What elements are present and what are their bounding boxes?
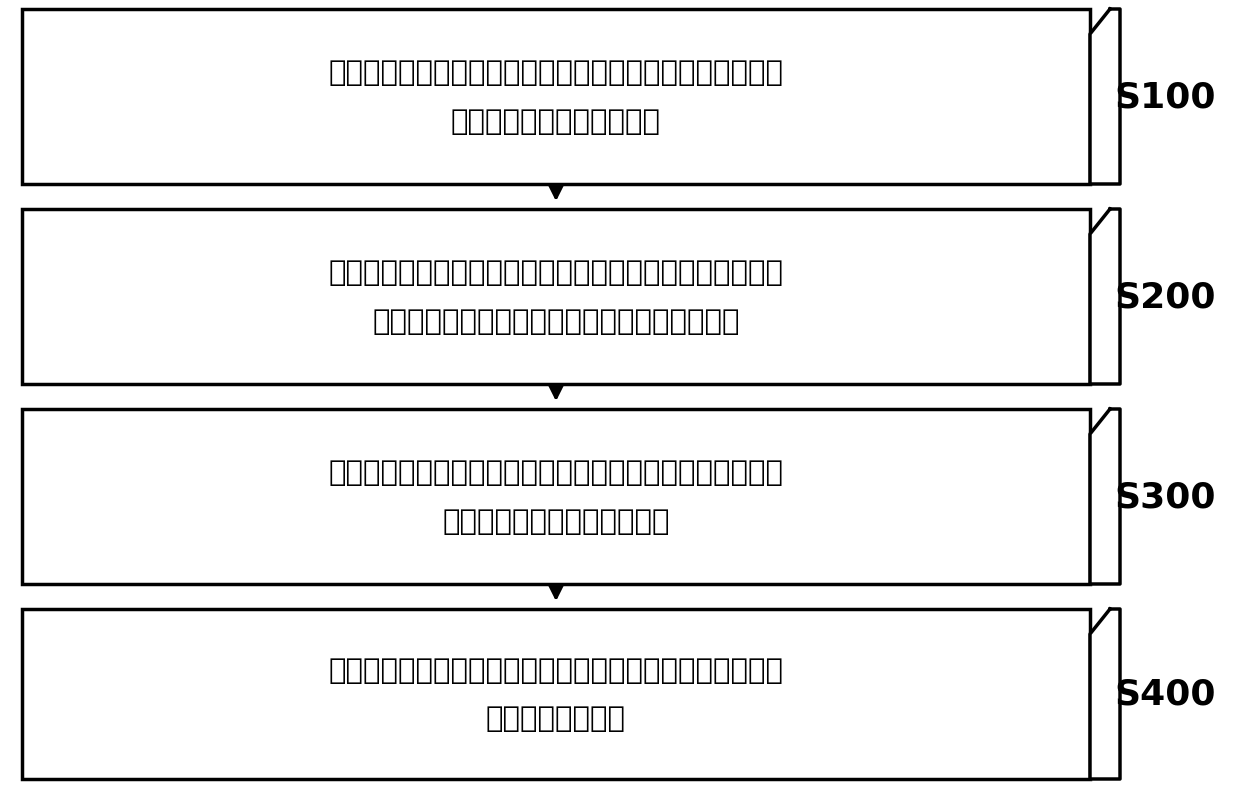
Text: 根据所述路面裂缝目标的分类信息和坐标信息，计算所述路: 根据所述路面裂缝目标的分类信息和坐标信息，计算所述路 bbox=[329, 656, 784, 684]
Bar bbox=[22, 210, 1090, 384]
Bar bbox=[22, 10, 1090, 184]
Text: 正负样本筛选，以区分路面裂缝目标和路面背景: 正负样本筛选，以区分路面裂缝目标和路面背景 bbox=[372, 308, 740, 335]
Polygon shape bbox=[1090, 10, 1120, 184]
Polygon shape bbox=[1090, 210, 1120, 384]
Text: 面裂缝目标的长度: 面裂缝目标的长度 bbox=[486, 704, 626, 732]
Text: 对所述路面裂缝目标进行分类和坐标定位，获得所述路面裂: 对所述路面裂缝目标进行分类和坐标定位，获得所述路面裂 bbox=[329, 459, 784, 486]
Text: 层高维特征获得高维特征图: 层高维特征获得高维特征图 bbox=[451, 107, 661, 136]
Polygon shape bbox=[1090, 610, 1120, 779]
Bar bbox=[22, 410, 1090, 585]
Text: 基于所述路面区域的深层高维特征，对所述高维特征图进行: 基于所述路面区域的深层高维特征，对所述高维特征图进行 bbox=[329, 259, 784, 286]
Text: 提取航拍路面图像的路面区域的深层高维特征，根据所述深: 提取航拍路面图像的路面区域的深层高维特征，根据所述深 bbox=[329, 59, 784, 87]
Text: S400: S400 bbox=[1115, 677, 1215, 711]
Bar bbox=[22, 610, 1090, 779]
Polygon shape bbox=[1090, 410, 1120, 585]
Text: S100: S100 bbox=[1115, 80, 1215, 115]
Text: S200: S200 bbox=[1115, 280, 1215, 314]
Text: S300: S300 bbox=[1115, 480, 1215, 514]
Text: 缝目标的分类信息和坐标信息: 缝目标的分类信息和坐标信息 bbox=[443, 508, 670, 535]
